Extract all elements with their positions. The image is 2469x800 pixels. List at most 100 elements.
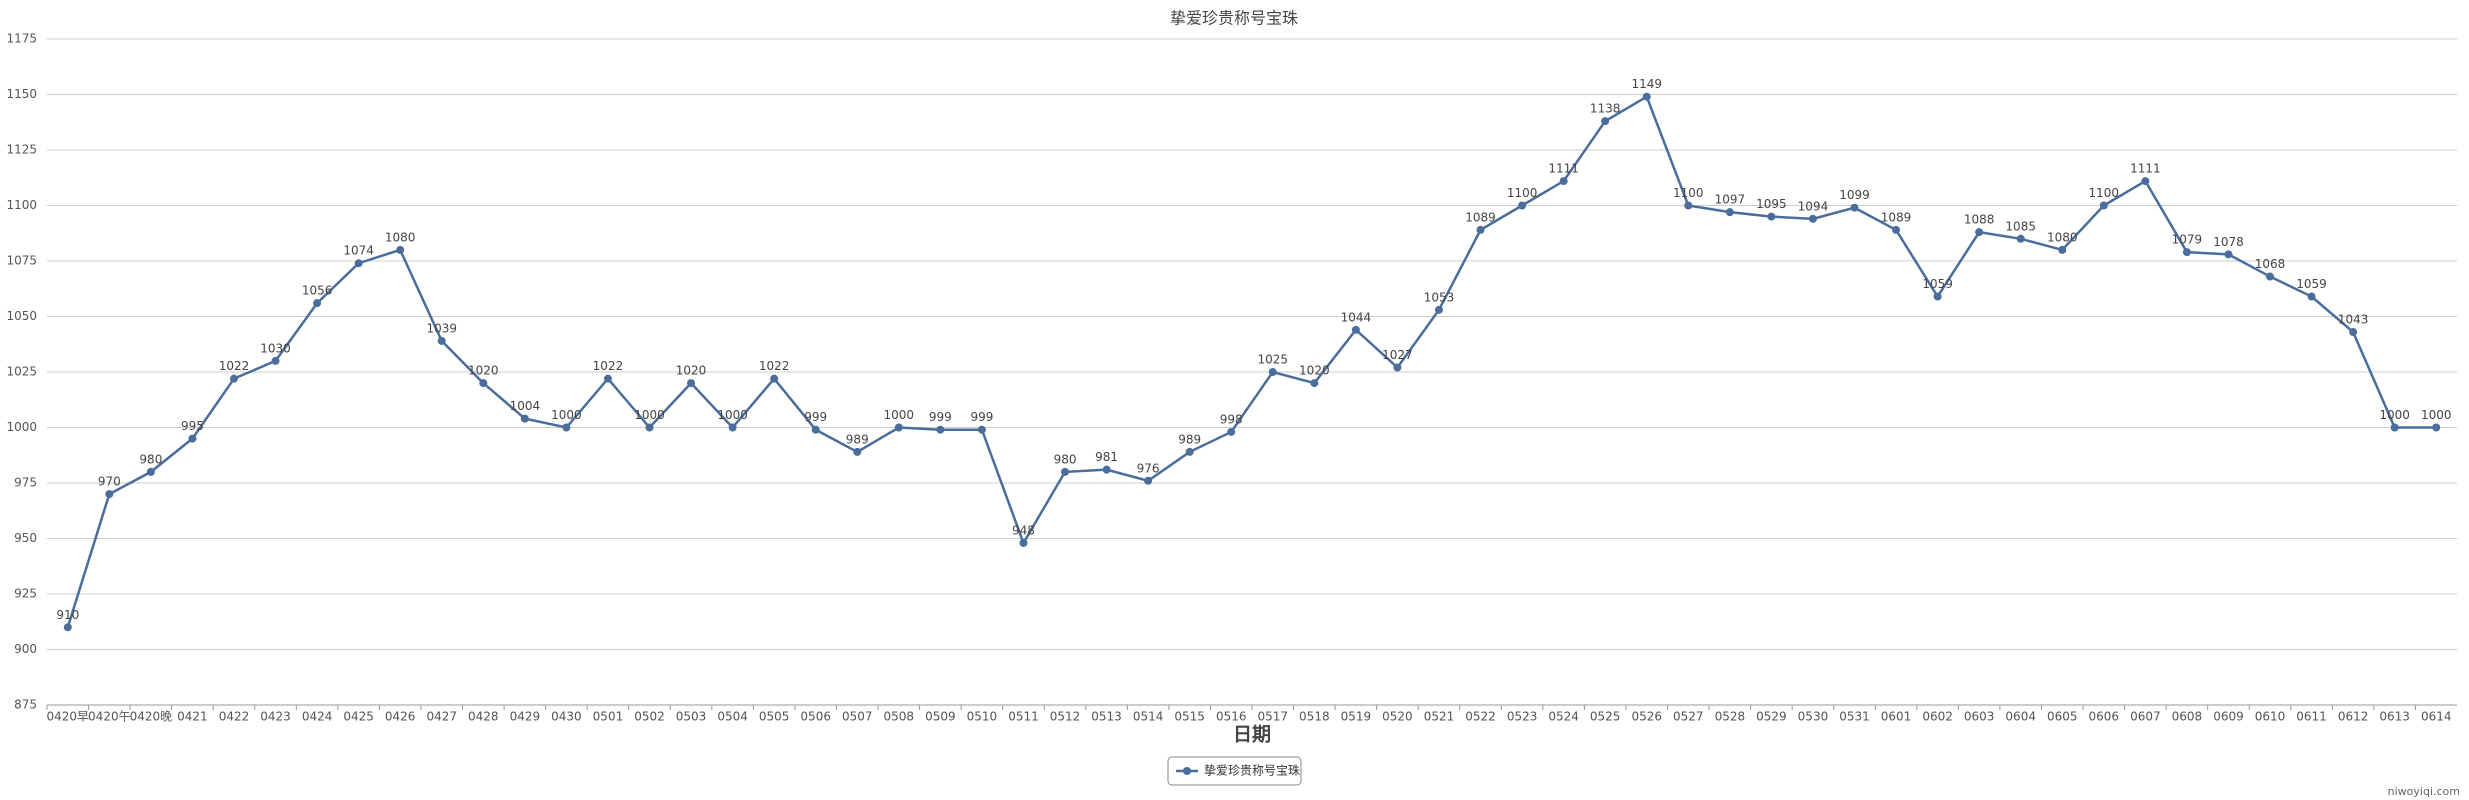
point xyxy=(1518,201,1527,210)
point xyxy=(1227,427,1236,436)
x-tick-label: 0531 xyxy=(1839,710,1870,724)
data-label: 1088 xyxy=(1964,213,1995,227)
point xyxy=(687,379,696,388)
data-label: 1053 xyxy=(1424,290,1455,304)
x-tick-label: 0420早 xyxy=(47,710,90,724)
point xyxy=(1102,465,1111,474)
data-label: 1059 xyxy=(2296,277,2327,291)
data-label: 1004 xyxy=(510,399,541,413)
x-tick-label: 0530 xyxy=(1798,710,1829,724)
data-label: 1000 xyxy=(634,408,665,422)
data-label: 948 xyxy=(1012,523,1035,537)
point xyxy=(1434,305,1443,314)
point xyxy=(2390,423,2399,432)
x-tick-label: 0427 xyxy=(426,710,457,724)
point xyxy=(1351,325,1360,334)
x-tick-label: 0520 xyxy=(1382,710,1413,724)
point xyxy=(2058,245,2067,254)
y-tick-label: 1025 xyxy=(6,365,37,379)
data-label: 1089 xyxy=(1465,210,1496,224)
data-label: 1100 xyxy=(1673,186,1704,200)
point xyxy=(63,623,72,632)
data-label: 1020 xyxy=(468,364,499,378)
point xyxy=(562,423,571,432)
x-tick-label: 0513 xyxy=(1091,710,1122,724)
point xyxy=(313,299,322,308)
point xyxy=(354,259,363,268)
point xyxy=(520,414,529,423)
data-label: 1085 xyxy=(2005,219,2036,233)
x-tick-label: 0614 xyxy=(2421,710,2452,724)
data-label: 1100 xyxy=(2089,186,2120,200)
data-label: 989 xyxy=(846,432,869,446)
legend-marker xyxy=(1183,767,1191,775)
point xyxy=(188,434,197,443)
data-label: 1074 xyxy=(343,244,374,258)
data-label: 1039 xyxy=(426,321,457,335)
point xyxy=(1725,208,1734,217)
x-tick-label: 0503 xyxy=(676,710,707,724)
x-tick-label: 0502 xyxy=(634,710,665,724)
x-tick-label: 0607 xyxy=(2130,710,2161,724)
x-tick-label: 0515 xyxy=(1174,710,1205,724)
point xyxy=(1684,201,1693,210)
data-label: 1022 xyxy=(219,359,250,373)
x-tick-label: 0509 xyxy=(925,710,956,724)
x-tick-label: 0501 xyxy=(593,710,624,724)
x-tick-label: 0512 xyxy=(1050,710,1081,724)
x-tick-label: 0527 xyxy=(1673,710,1704,724)
point xyxy=(479,379,488,388)
y-tick-label: 1000 xyxy=(6,420,37,434)
point xyxy=(1061,467,1070,476)
point xyxy=(2307,292,2316,301)
x-tick-label: 0506 xyxy=(800,710,831,724)
data-label: 1099 xyxy=(1839,188,1870,202)
watermark: niwoyiqi.com xyxy=(2388,785,2460,798)
point xyxy=(105,490,114,499)
point xyxy=(2224,250,2233,259)
data-label: 1000 xyxy=(884,408,915,422)
x-tick-label: 0426 xyxy=(385,710,416,724)
data-label: 989 xyxy=(1178,432,1201,446)
point xyxy=(2266,272,2275,281)
data-label: 1025 xyxy=(1258,353,1289,367)
legend: 挚爱珍贵称号宝珠 xyxy=(1167,756,1302,786)
point xyxy=(1393,363,1402,372)
data-label: 1059 xyxy=(1922,277,1953,291)
point xyxy=(645,423,654,432)
x-tick-label: 0420午 xyxy=(88,710,131,724)
x-tick-label: 0504 xyxy=(717,710,748,724)
y-tick-label: 1125 xyxy=(6,143,37,157)
data-label: 1000 xyxy=(717,408,748,422)
y-tick-label: 1100 xyxy=(6,198,37,212)
x-tick-label: 0609 xyxy=(2213,710,2244,724)
y-tick-label: 1050 xyxy=(6,309,37,323)
y-tick-label: 875 xyxy=(14,698,37,712)
data-label: 1000 xyxy=(551,408,582,422)
x-tick-label: 0429 xyxy=(510,710,541,724)
point xyxy=(1767,212,1776,221)
point xyxy=(1476,225,1485,234)
data-label: 1044 xyxy=(1341,310,1372,324)
point xyxy=(1642,92,1651,101)
x-tick-label: 0430 xyxy=(551,710,582,724)
point xyxy=(1310,379,1319,388)
x-tick-label: 0428 xyxy=(468,710,499,724)
data-label: 1094 xyxy=(1798,199,1829,213)
x-tick-label: 0610 xyxy=(2255,710,2286,724)
data-label: 980 xyxy=(139,452,162,466)
data-label: 1138 xyxy=(1590,102,1621,116)
x-tick-label: 0519 xyxy=(1341,710,1372,724)
data-label: 970 xyxy=(98,475,121,489)
data-label: 1020 xyxy=(676,364,707,378)
x-tick-label: 0608 xyxy=(2172,710,2203,724)
data-label: 1022 xyxy=(593,359,624,373)
x-tick-label: 0517 xyxy=(1258,710,1289,724)
x-tick-label: 0526 xyxy=(1631,710,1662,724)
data-label: 1000 xyxy=(2379,408,2410,422)
x-tick-label: 0601 xyxy=(1881,710,1912,724)
x-tick-label: 0514 xyxy=(1133,710,1164,724)
point xyxy=(271,356,280,365)
data-label: 1078 xyxy=(2213,235,2244,249)
